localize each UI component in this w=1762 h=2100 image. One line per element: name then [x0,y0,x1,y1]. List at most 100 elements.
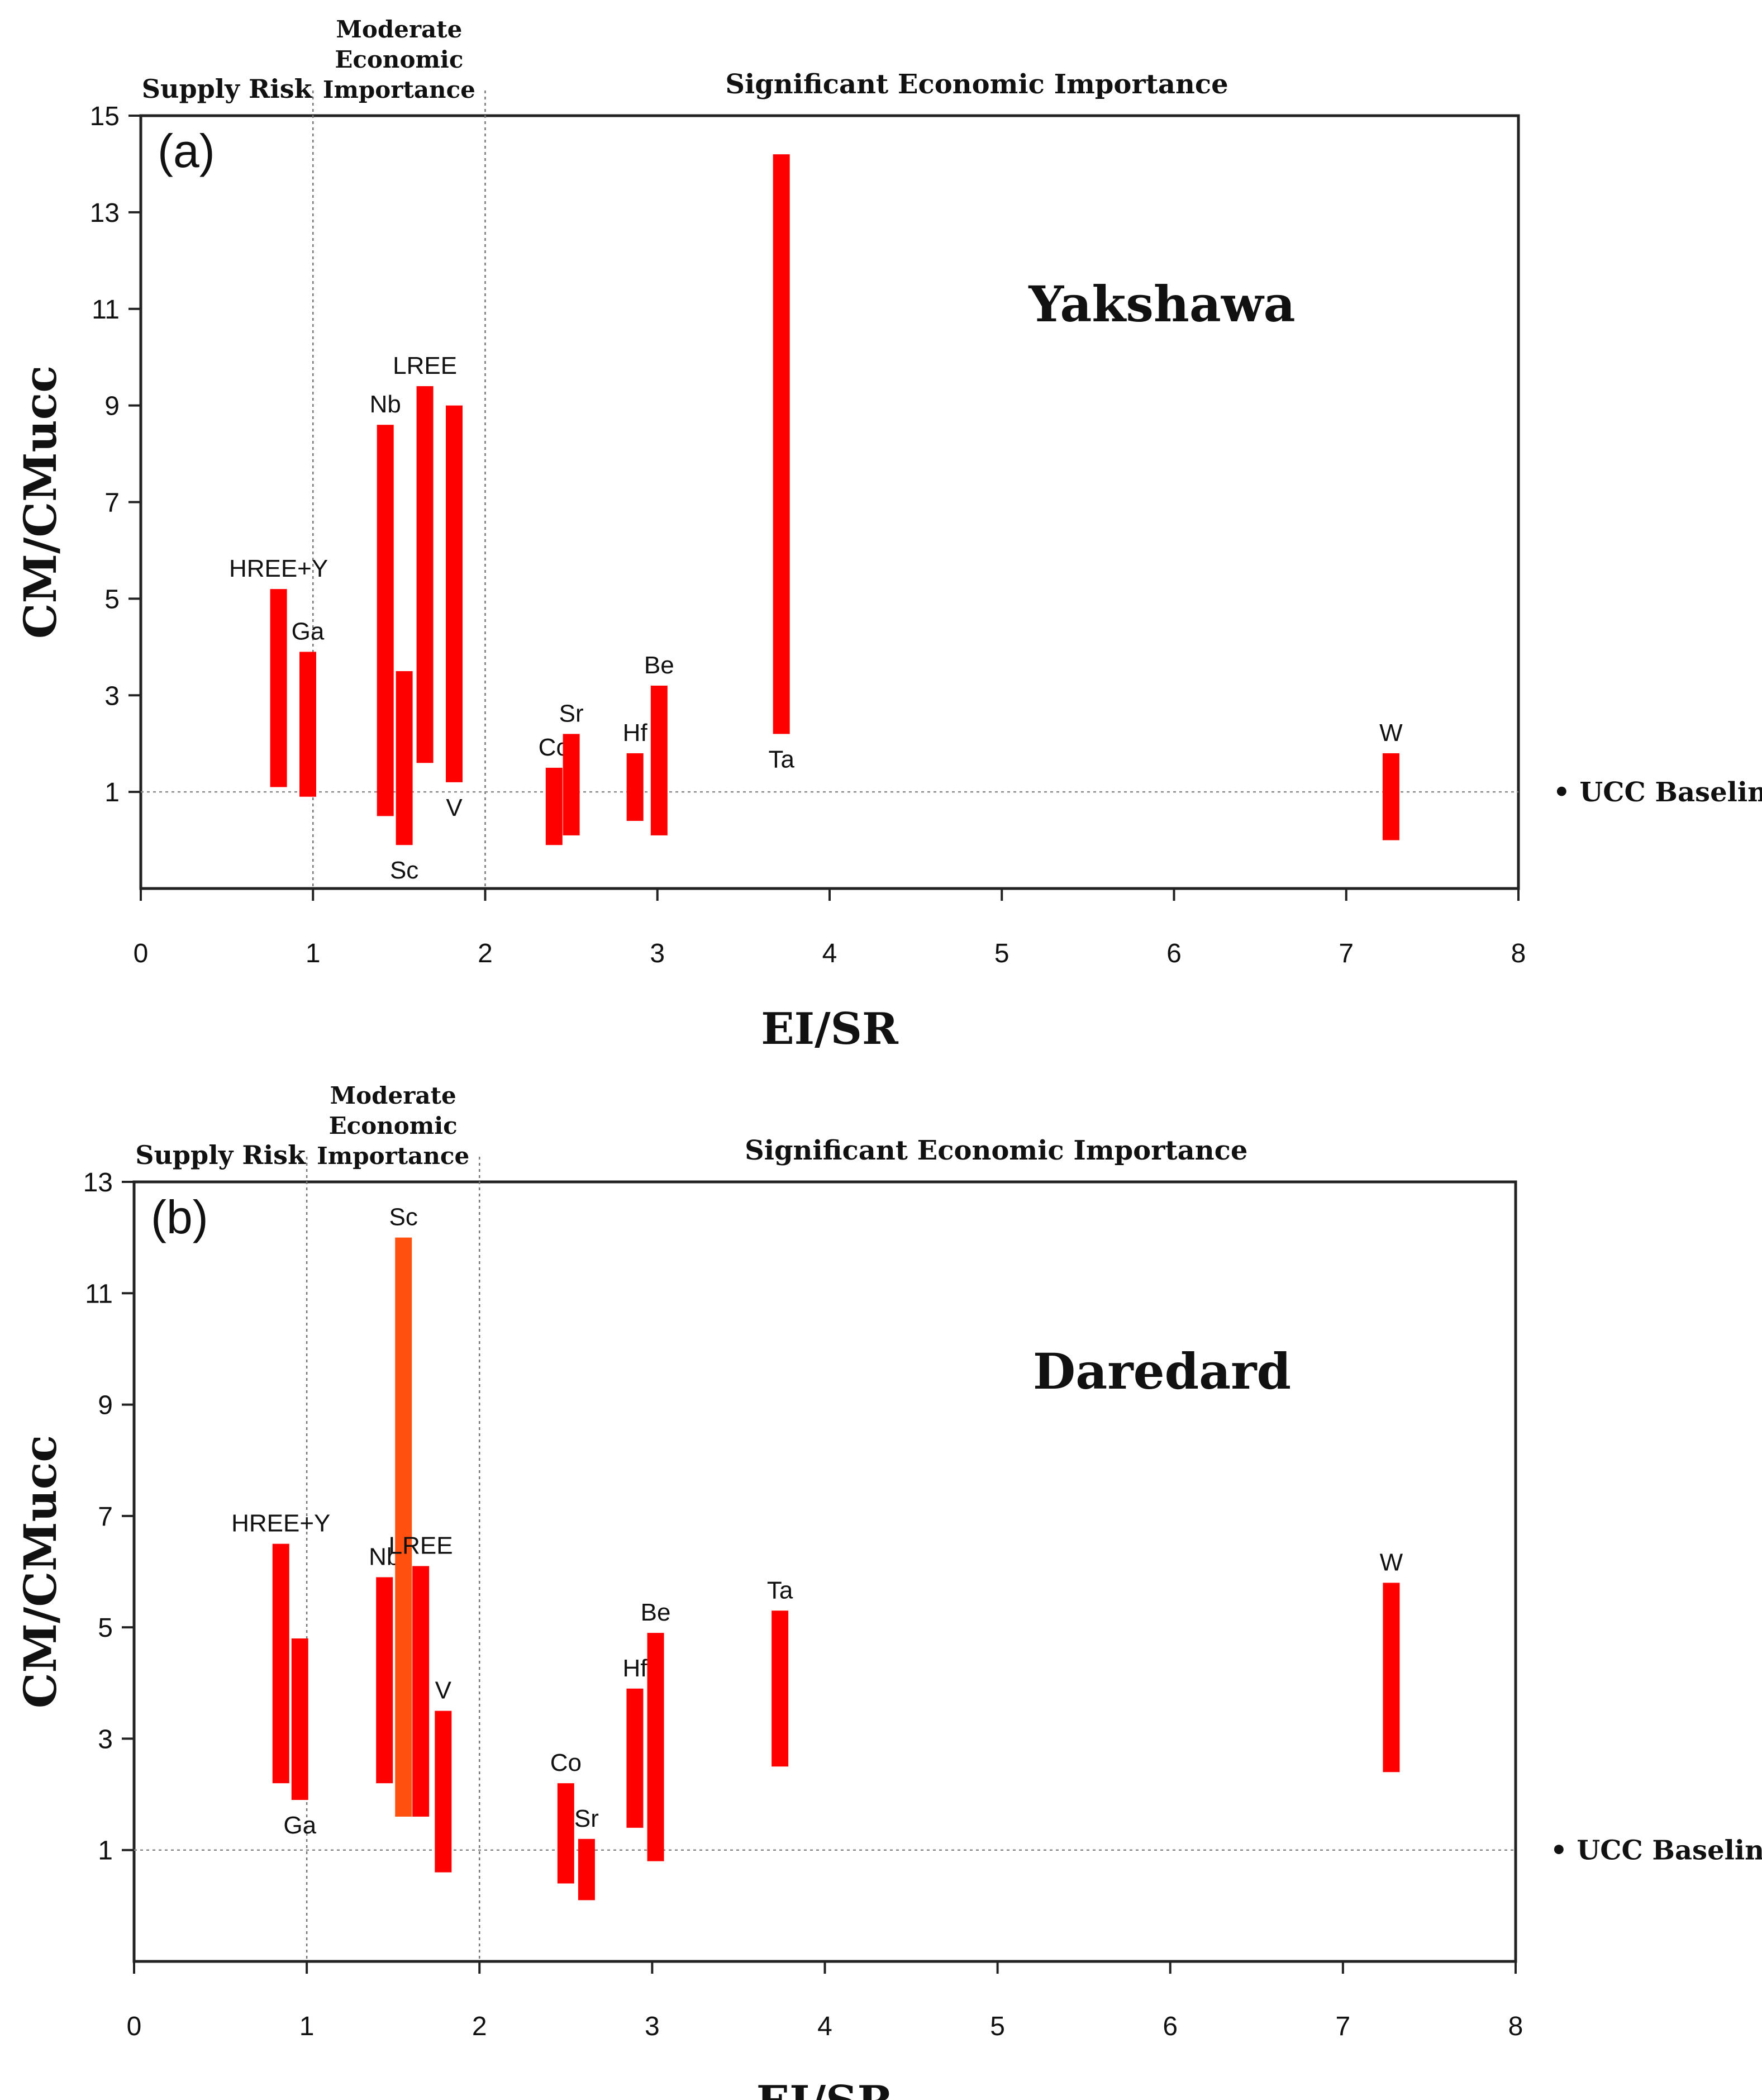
plot-frame [139,114,1520,890]
x-tick-label: 5 [994,939,1009,968]
x-tick-label: 8 [1508,2012,1523,2041]
bar-label: W [1380,1548,1403,1576]
y-tick-label: 11 [92,295,120,325]
bar-hree-y [272,1543,289,1784]
y-tick-label: 3 [104,681,120,711]
y-tick-label: 5 [104,585,120,614]
region-supply-risk: Supply Risk [135,1140,306,1170]
y-axis-title: CM/CMucc [14,1435,66,1708]
site-name: Daredard [1033,1342,1291,1400]
bar-label: V [446,794,463,821]
bar-label: HREE+Y [231,1510,330,1537]
bar-ta [772,1610,789,1767]
y-tick-label: 13 [83,1168,113,1198]
bar-hree-y [270,589,287,787]
site-name: Yakshawa [1028,275,1295,333]
bar-label: Sr [559,700,584,727]
region-significant: Significant Economic Importance [745,1135,1247,1166]
region-significant: Significant Economic Importance [725,69,1228,100]
bar-hf [626,1688,644,1828]
x-tick-label: 4 [822,939,837,968]
bar-label: Ga [283,1812,316,1839]
bar-label: LREE [389,1532,453,1560]
ucc-baseline-label: • UCC Baseline [1553,777,1762,808]
bar-w [1383,1583,1400,1773]
ucc-baseline-label: • UCC Baseline [1550,1835,1762,1866]
x-tick-label: 1 [299,2012,315,2041]
y-tick-label: 7 [104,488,120,518]
panel-label: (b) [151,1191,208,1243]
panel-label: (a) [158,125,215,177]
region-moderate-line3: Importance [323,76,475,103]
chart-panel-daredard: • UCC Baseline135791113012345678EI/SRCM/… [14,1082,1762,2100]
bar-sc [396,671,413,845]
bar-ta [773,154,790,734]
bar-w [1382,753,1399,840]
region-supply-risk: Supply Risk [142,74,313,104]
bar-ga [299,652,317,797]
bar-label: V [435,1677,452,1704]
bar-co [545,767,563,845]
x-tick-label: 1 [306,939,321,968]
region-moderate-line1: Moderate [330,1082,456,1109]
y-tick-label: 7 [98,1502,113,1532]
bar-label: Nb [369,1543,400,1570]
bar-nb [376,1577,393,1784]
bar-label: HREE+Y [229,555,328,582]
bar-be [647,1633,664,1861]
bar-sc [395,1237,412,1817]
y-axis-title: CM/CMucc [14,365,66,639]
x-tick-label: 3 [645,2012,660,2041]
plot-frame [132,1180,1517,1963]
x-axis-title: EI/SR [756,2077,894,2100]
x-tick-label: 7 [1339,939,1354,968]
bar-label: Be [644,652,674,679]
y-tick-label: 9 [98,1391,113,1420]
region-moderate-line1: Moderate [336,16,462,43]
region-moderate-line2: Economic [335,46,463,73]
y-tick-label: 5 [98,1613,113,1643]
bar-label: Sr [574,1805,599,1832]
y-tick-label: 11 [85,1279,113,1309]
y-tick-label: 1 [104,778,120,807]
x-tick-label: 0 [127,2012,142,2041]
x-tick-label: 2 [472,2012,487,2041]
bar-nb [377,425,394,816]
bar-label: Hf [623,719,648,747]
bar-label: Co [550,1749,582,1776]
bar-be [650,685,668,835]
x-tick-label: 3 [650,939,665,968]
bar-label: Ta [767,1576,793,1604]
x-tick-label: 6 [1163,2012,1178,2041]
y-tick-label: 9 [104,392,120,421]
bar-v [446,405,463,782]
x-tick-label: 0 [134,939,149,968]
bar-label: Sc [389,1204,418,1231]
bar-label: Hf [622,1655,647,1682]
x-axis-title: EI/SR [761,1004,899,1054]
y-tick-label: 15 [90,102,120,131]
bar-sr [563,734,580,835]
bar-label: Nb [370,391,401,418]
bar-lree [412,1566,430,1817]
bar-label: Be [641,1599,671,1626]
bar-v [435,1711,452,1873]
y-tick-label: 3 [98,1724,113,1754]
bar-lree [416,386,434,763]
bar-label: Sc [390,857,418,884]
bar-label: Ga [292,617,325,645]
y-tick-label: 1 [98,1836,113,1866]
x-tick-label: 4 [817,2012,832,2041]
bar-label: LREE [393,352,457,379]
bar-sr [578,1838,595,1901]
bar-label: W [1379,719,1403,747]
bar-co [557,1783,574,1884]
bar-ga [291,1638,308,1800]
x-tick-label: 6 [1166,939,1182,968]
x-tick-label: 7 [1336,2012,1351,2041]
region-moderate-line3: Importance [317,1142,469,1170]
x-tick-label: 5 [990,2012,1005,2041]
bar-label: Ta [768,745,794,773]
